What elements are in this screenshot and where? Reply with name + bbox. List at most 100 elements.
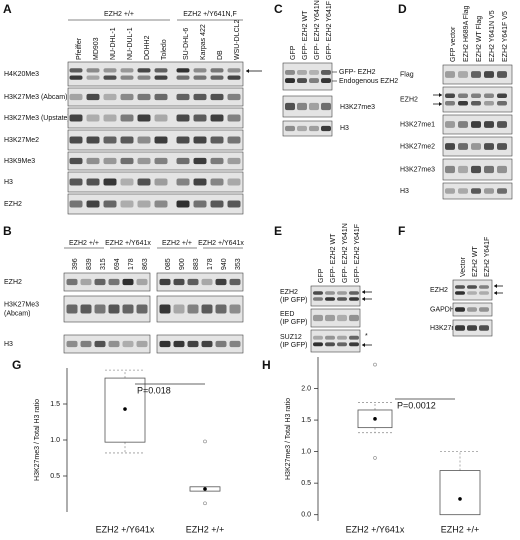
blot-band: [313, 291, 323, 295]
blot-band: [227, 75, 241, 80]
blot-band: [467, 307, 477, 312]
blot-band: [159, 304, 171, 314]
blot-band: [80, 304, 92, 314]
blot-band: [176, 178, 190, 186]
y-axis-label: H3K27me3 / Total H3 ratio: [285, 398, 292, 480]
row-label: H3K27Me3 (Upstate): [4, 115, 70, 122]
outlier: [373, 456, 377, 460]
blot-band: [103, 136, 117, 144]
p-value: P=0.018: [137, 385, 171, 395]
arrow-head: [362, 343, 365, 347]
panel-label: B: [3, 224, 12, 238]
blot-band: [309, 70, 319, 75]
blot-band: [285, 102, 295, 111]
row-label: H3: [340, 125, 349, 132]
group-label: EZH2 +/Y641N,F: [183, 11, 237, 18]
row-label: H3K27me3: [430, 325, 465, 332]
group-label: EZH2 +/Y641x: [105, 240, 151, 247]
blot-band: [497, 101, 507, 106]
blot-band: [86, 114, 100, 122]
blot-band: [297, 125, 307, 132]
blot-band: [137, 68, 151, 73]
lane-label: DB: [217, 50, 224, 60]
blot-band: [69, 136, 83, 144]
blot-band: [479, 285, 489, 289]
outlier: [203, 439, 207, 444]
blot-band: [108, 278, 120, 286]
row-label: H3: [400, 188, 409, 195]
blot-band: [154, 157, 168, 165]
row-label: H3K27me2: [400, 143, 435, 150]
blot-band: [103, 200, 117, 208]
blot-band: [229, 340, 241, 348]
blot-band: [210, 114, 224, 122]
arrow-head: [362, 297, 365, 301]
blot-band: [120, 200, 134, 208]
blot-band: [86, 68, 100, 73]
row-label: H3: [4, 179, 13, 186]
blot-band: [80, 340, 92, 348]
mean-dot: [203, 487, 207, 491]
blot-band: [227, 200, 241, 208]
blot-band: [120, 157, 134, 165]
blot-band: [471, 121, 481, 128]
y-tick-label: 1.0: [301, 448, 311, 455]
blot-band: [136, 340, 148, 348]
blot-band: [215, 278, 227, 286]
outlier: [203, 501, 207, 506]
lane-label: GFP- EZH2 Y641F: [354, 224, 361, 283]
blot-band: [154, 68, 168, 73]
blot-band: [154, 75, 168, 80]
blot-band: [120, 68, 134, 73]
blot-band: [86, 157, 100, 165]
row-label: EZH2: [430, 287, 448, 294]
blot-band: [193, 75, 207, 80]
blot-band: [455, 285, 465, 289]
lane-label: 694: [114, 258, 121, 270]
lane-label: EZH2 Y641N V5: [489, 10, 496, 62]
lane-label: Vector: [460, 256, 467, 277]
blot-band: [86, 93, 100, 101]
blot-band: [154, 136, 168, 144]
blot-band: [445, 121, 455, 128]
blot-band: [120, 114, 134, 122]
blot-band: [210, 93, 224, 101]
blot-band: [210, 200, 224, 208]
lane-label: 839: [86, 258, 93, 270]
blot-band: [69, 93, 83, 101]
blot-band: [193, 93, 207, 101]
blot-band: [159, 340, 171, 348]
x-tick-label: EZH2 +/Y641x: [346, 524, 405, 534]
blot-band: [349, 291, 359, 295]
blot-band: [445, 93, 455, 98]
blot-band: [187, 278, 199, 286]
blot-band: [176, 136, 190, 144]
blot-strip: [310, 329, 361, 353]
lane-label: EZH2 H689A Flag: [463, 5, 470, 62]
lane-label: 178: [128, 258, 135, 270]
blot-band: [285, 125, 295, 132]
blot-band: [227, 114, 241, 122]
blot-band: [80, 278, 92, 286]
blot-band: [227, 178, 241, 186]
lane-label: GFP: [318, 268, 325, 283]
y-axis-label: H3K27me3 / Total H3 ratio: [34, 399, 41, 481]
blot-band: [458, 165, 468, 174]
y-tick-label: 1.5: [301, 417, 311, 424]
arrow-head: [439, 102, 442, 106]
blot-band: [313, 314, 323, 322]
blot-band: [349, 342, 359, 347]
row-label: SUZ12: [280, 334, 302, 341]
blot-band: [313, 342, 323, 347]
blot-band: [497, 165, 507, 174]
blot-band: [455, 291, 465, 295]
blot-band: [201, 278, 213, 286]
blot-strip: [452, 302, 493, 317]
blot-band: [201, 340, 213, 348]
row-label: H3K27Me3 (Abcam): [4, 94, 67, 101]
row-label: (IP GFP): [280, 342, 307, 349]
row-label: (IP GFP): [280, 297, 307, 304]
blot-band: [471, 165, 481, 174]
panel-label: H: [262, 358, 271, 372]
blot-strip: [67, 193, 244, 215]
